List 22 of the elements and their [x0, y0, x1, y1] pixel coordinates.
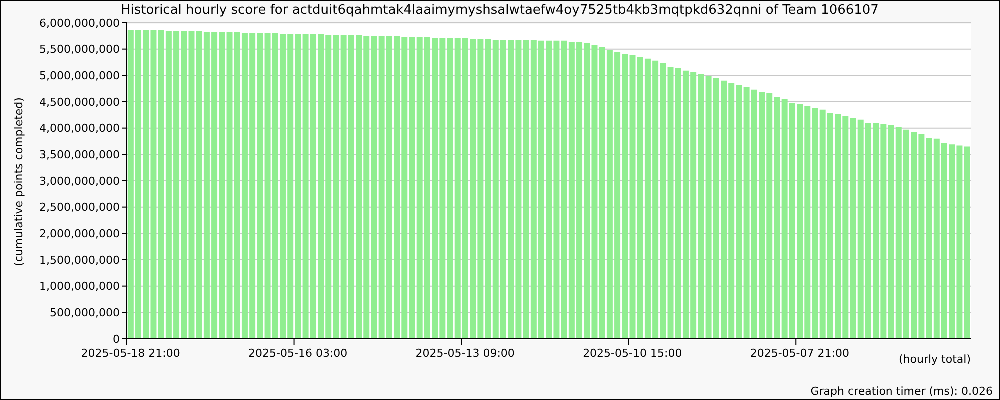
y-axis-title: (cumulative points completed)	[12, 98, 26, 266]
x-tick-label: 2025-05-10 15:00	[583, 347, 682, 360]
y-tick-label: 6,000,000,000	[40, 16, 120, 30]
text: Graph creation timer (ms): 0.026	[810, 385, 993, 398]
y-tick-label: 3,000,000,000	[40, 174, 120, 188]
y-tick-label: 1,000,000,000	[40, 280, 120, 294]
x-tick-label: 2025-05-13 09:00	[416, 347, 515, 360]
y-tick-label: 4,500,000,000	[40, 96, 120, 109]
y-tick-label: 3,500,000,000	[40, 148, 120, 162]
y-tick-label: 2,500,000,000	[40, 201, 120, 214]
y-tick-label: 5,000,000,000	[40, 70, 120, 83]
y-tick-label: 4,000,000,000	[40, 122, 120, 136]
y-tick-label: 0	[113, 332, 120, 346]
y-tick-label: 2,000,000,000	[40, 228, 120, 241]
x-tick-label: 2025-05-18 21:00	[81, 347, 180, 360]
x-axis-title: (hourly total)	[899, 353, 971, 366]
x-tick-label: 2025-05-16 03:00	[248, 347, 348, 360]
y-tick-label: 5,500,000,000	[40, 43, 120, 56]
chart-title: Historical hourly score for actduit6qahmtak4laaimymyshsalwtaefw4oy7525tb4kb3mqtpkd632qnni of Team 1066107	[120, 3, 880, 18]
y-tick-label: 1,500,000,000	[40, 254, 120, 267]
x-tick-label: 2025-05-07 21:00	[750, 347, 850, 360]
y-tick-label: 500,000,000	[50, 306, 120, 320]
